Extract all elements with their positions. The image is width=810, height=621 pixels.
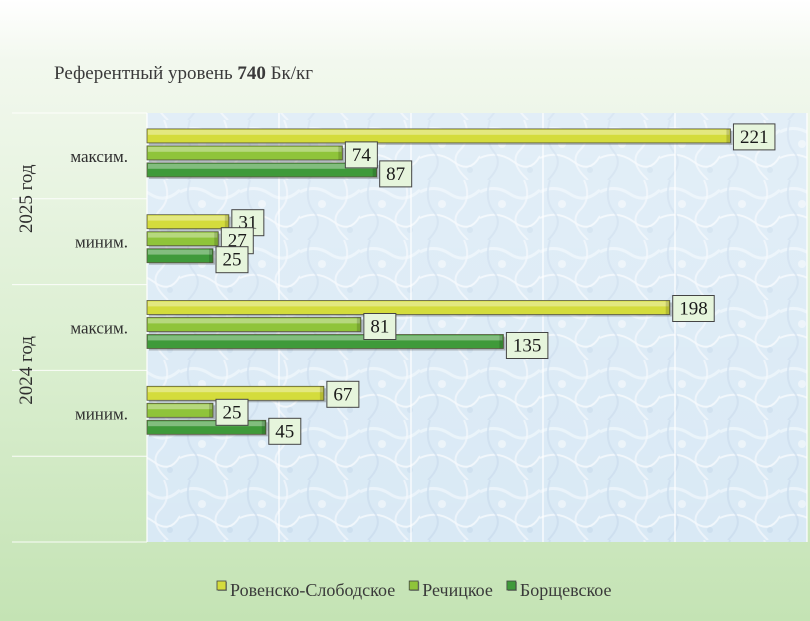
group-label: 2025 год [16, 164, 37, 233]
category-label: максим. [70, 319, 128, 338]
bar [146, 300, 671, 315]
legend-swatch [408, 580, 419, 591]
group-label: 2024 год [16, 336, 37, 405]
data-label-box [505, 332, 549, 359]
legend: Ровенско-Слободское Речицкое Борщевское [216, 580, 612, 600]
bar-cap [319, 386, 324, 401]
bar-cap [726, 128, 731, 143]
legend-label: Борщевское [520, 580, 612, 600]
bar-cap [214, 231, 219, 246]
data-label: 198 [679, 299, 708, 320]
data-label-box [326, 380, 360, 408]
data-label: 45 [275, 421, 294, 442]
bar-highlight [148, 421, 265, 427]
bar-cap [224, 214, 229, 229]
data-label: 74 [352, 145, 372, 166]
legend-swatch [506, 580, 517, 591]
data-label: 25 [223, 250, 242, 271]
bar-highlight [148, 301, 669, 307]
data-label-box [215, 246, 249, 274]
bar [146, 248, 214, 264]
axis-labels: максим. миним. 2025 год максим. миним. 2024 г… [16, 147, 128, 423]
data-label: 135 [513, 336, 542, 357]
chart-title-value: 740 [237, 63, 266, 84]
bar-highlight [148, 215, 228, 221]
bar [146, 317, 362, 332]
bar-cap [499, 334, 504, 349]
bar [146, 214, 230, 230]
data-label: 221 [740, 127, 769, 148]
bar [146, 231, 219, 247]
data-label: 81 [370, 317, 389, 338]
bar [146, 334, 504, 349]
legend-label: Речицкое [422, 580, 493, 600]
bar-cap [209, 403, 213, 418]
category-label: миним. [75, 404, 128, 423]
data-label: 87 [386, 164, 405, 185]
bar-cap [338, 145, 343, 160]
data-label-box [672, 295, 715, 322]
bars [146, 128, 733, 437]
data-label-box [732, 123, 776, 151]
bar-cap [261, 420, 266, 435]
bar-cap [356, 317, 361, 332]
category-label: миним. [75, 233, 128, 252]
legend-swatch [216, 580, 227, 591]
bar [146, 402, 214, 418]
data-label-box [379, 160, 413, 188]
chart-title: Референтный уровень 740 Бк/кг [54, 63, 313, 84]
bar-highlight [148, 404, 212, 410]
bar [146, 145, 343, 161]
bar-highlight [148, 129, 730, 135]
bar [146, 128, 731, 144]
bar-highlight [148, 232, 218, 238]
data-label-box [215, 398, 249, 426]
data-label: 25 [223, 402, 242, 423]
data-label-box [344, 141, 378, 169]
bar-highlight [148, 335, 503, 341]
data-label: 67 [333, 384, 352, 405]
bar-highlight [148, 387, 323, 393]
legend-label: Ровенско-Слободское [230, 580, 395, 600]
bar-cap [372, 162, 377, 177]
bar [146, 162, 378, 178]
bar-highlight [148, 249, 212, 255]
bar-highlight [148, 163, 376, 169]
bar-highlight [148, 318, 360, 324]
bar-highlight [148, 146, 342, 152]
data-label-box [268, 417, 302, 445]
bar-cap [209, 248, 213, 263]
chart-title-prefix: Референтный уровень [54, 63, 237, 84]
chart-title-suffix: Бк/кг [266, 63, 313, 84]
category-label: максим. [70, 147, 128, 166]
bar-cap [665, 300, 670, 315]
data-label-box [363, 313, 397, 340]
